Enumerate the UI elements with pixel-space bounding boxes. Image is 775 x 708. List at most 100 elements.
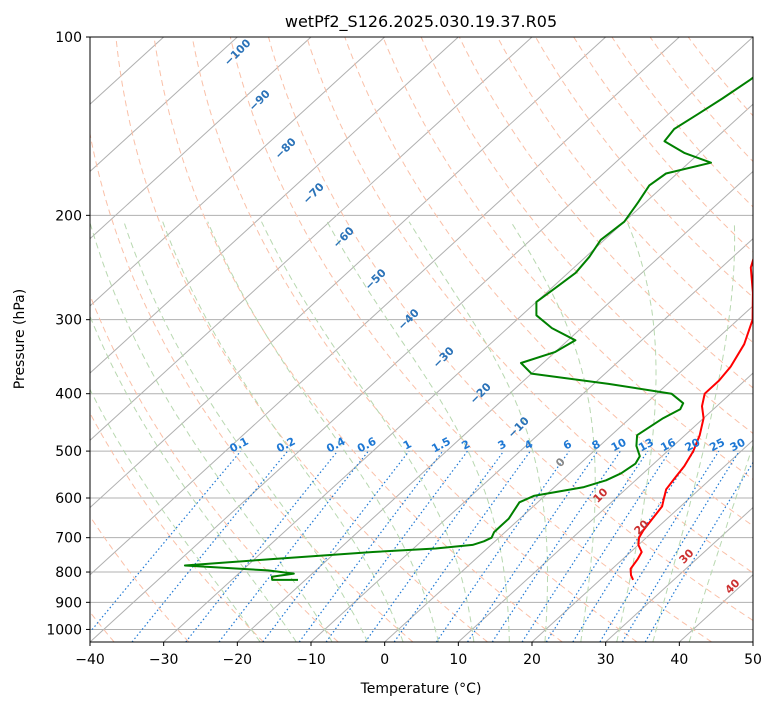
moist-adiabat-line [652,221,736,642]
mixing-ratio-line [364,450,505,642]
dry-adiabat-label: −100 [222,36,254,68]
mixing-ratio-line [262,450,410,642]
mixing-ratio-label: 10 [609,435,629,454]
isotherm-line [605,506,753,642]
mixing-ratio-line [218,450,369,642]
mixing-ratio-label: 30 [728,436,748,455]
dry-adiabat-label: 10 [591,485,611,505]
isotherm-line [90,37,753,642]
mixing-ratio-line [298,450,444,642]
mixing-ratio-label: 6 [561,437,574,452]
dry-adiabat-label: −50 [362,266,389,293]
dry-adiabat-line [382,37,753,481]
moist-adiabat-line [90,388,261,642]
isotherm-line [90,37,312,240]
dry-adiabat-line [115,37,488,642]
mixing-ratio-line [491,450,621,642]
moist-adiabat-line [207,221,439,642]
y-axis-title: Pressure (hPa) [12,289,28,389]
isotherm-line [531,439,753,642]
mixing-ratio-label: 0.1 [227,435,250,456]
dry-adiabat-line [649,37,753,163]
profile-lines [183,76,753,581]
mixing-ratio-label: 3 [496,437,509,452]
mixing-ratio-label: 16 [658,436,678,455]
isotherm-line [163,103,753,642]
y-tick-label: 100 [55,30,82,46]
isotherm-line [384,305,753,642]
dry-adiabat-line [90,515,190,642]
mixing-ratio-label: 20 [683,435,703,454]
isotherm-line [236,170,753,642]
dry-adiabat-label: 30 [677,546,697,566]
isotherm-line [90,37,680,576]
y-tick-label: 500 [55,444,82,460]
y-tick-label: 600 [55,491,82,507]
dry-adiabat-line [496,37,753,344]
isotherm-line [752,641,753,642]
mixing-ratio-label: 1 [401,437,414,452]
mixing-ratio-line [467,450,599,642]
mixing-ratio-line [325,450,468,642]
isotherm-line [90,37,238,173]
x-tick-label: 50 [744,652,762,668]
dry-adiabat-label: −10 [505,414,532,441]
x-tick-label: 0 [380,652,389,668]
isotherm-line [457,372,753,642]
dry-adiabat-line [191,37,638,642]
isotherm-line [90,37,459,374]
dry-adiabat-line [687,37,753,117]
x-axis-title: Temperature (°C) [360,681,482,697]
mixing-ratio-label: 13 [636,436,656,455]
dry-adiabat-line [535,37,753,298]
x-tick-label: 20 [523,652,541,668]
mixing-ratio-label: 2 [459,437,472,452]
dry-adiabat-line [306,37,753,574]
y-tick-label: 200 [55,208,82,224]
mixing-ratio-label: 1.5 [429,435,452,456]
dry-adiabat-line [268,37,753,622]
moist-adiabat-line [326,221,510,642]
y-tick-label: 700 [55,531,82,547]
dry-adiabat-label: −80 [272,135,299,162]
chart-title: wetPf2_S126.2025.030.19.37.R05 [285,12,557,32]
isotherm-line [310,237,753,642]
thermo-lines [90,37,753,642]
x-tick-label: 40 [670,652,688,668]
grid-layer [90,37,753,642]
y-tick-label: 900 [55,595,82,611]
y-axis: 100 200 300 400 500 600 700 800 900 1000 [46,30,90,638]
y-tick-label: 800 [55,565,82,581]
mixing-ratio-label: 0.6 [355,435,379,456]
moist-adiabat-line [123,221,369,642]
mixing-ratio-line [599,450,720,642]
mixing-ratio-line [131,450,289,642]
isotherm-line [90,37,607,509]
mixing-ratio-label: 0.4 [324,435,348,456]
dry-adiabat-label: 40 [723,576,743,596]
dry-adiabat-label: 0 [553,455,568,470]
dry-adiabat-label: −90 [246,87,273,114]
isotherm-line [90,37,533,442]
dry-adiabat-label: 20 [632,517,652,537]
x-tick-label: −10 [296,652,326,668]
moist-adiabat-line [616,221,657,642]
isotherm-line [90,37,386,307]
dewpoint-line [183,76,753,581]
mixing-ratio-line [90,450,242,633]
mixing-ratio-label: 25 [707,436,727,455]
dry-adiabat-line [90,131,414,642]
dry-adiabat-label: −70 [300,180,327,207]
moist-adiabat-line [90,221,333,642]
dry-adiabat-line [90,412,264,642]
dry-adiabat-line [229,37,712,642]
moist-adiabat-line [162,221,404,642]
plot-frame [89,36,754,643]
dry-adiabat-label: −60 [330,224,357,251]
x-axis: −40 −30 −20 −10 0 10 20 30 40 50 [75,642,762,668]
dry-adiabat-line [153,37,563,642]
x-tick-label: −40 [75,652,105,668]
dry-adiabat-line [611,37,753,208]
moist-adiabat-line [90,314,297,642]
